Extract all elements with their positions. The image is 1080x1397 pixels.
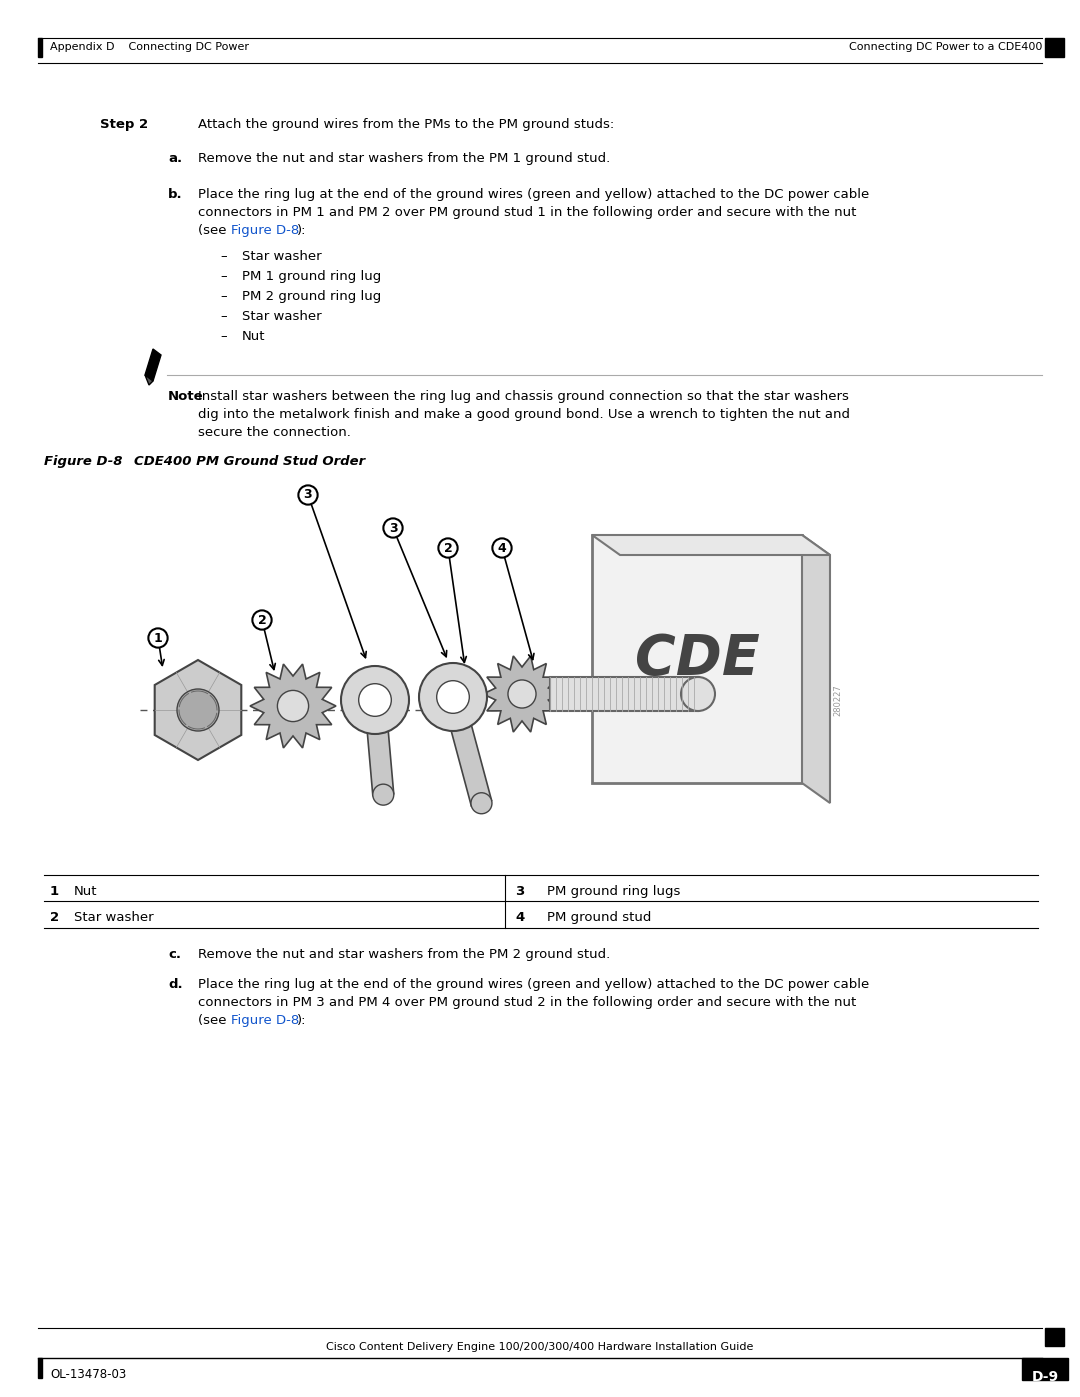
Polygon shape <box>592 535 831 555</box>
Circle shape <box>419 664 487 731</box>
Text: dig into the metalwork finish and make a good ground bond. Use a wrench to tight: dig into the metalwork finish and make a… <box>198 408 850 420</box>
Text: Star washer: Star washer <box>75 911 153 923</box>
Text: 4: 4 <box>515 911 524 923</box>
Text: d.: d. <box>168 978 183 990</box>
Text: 2: 2 <box>444 542 453 555</box>
Text: –: – <box>220 310 227 323</box>
Circle shape <box>341 666 409 733</box>
Text: Place the ring lug at the end of the ground wires (green and yellow) attached to: Place the ring lug at the end of the gro… <box>198 978 869 990</box>
Text: 3: 3 <box>389 521 397 535</box>
Text: D-9: D-9 <box>1031 1370 1058 1384</box>
Text: Cisco Content Delivery Engine 100/200/300/400 Hardware Installation Guide: Cisco Content Delivery Engine 100/200/30… <box>326 1343 754 1352</box>
Text: (see: (see <box>198 224 231 237</box>
Text: –: – <box>220 270 227 284</box>
Text: Install star washers between the ring lug and chassis ground connection so that : Install star washers between the ring lu… <box>198 390 849 402</box>
Text: 2: 2 <box>258 613 267 626</box>
Bar <box>550 678 698 711</box>
Text: 3: 3 <box>515 886 524 898</box>
Text: PM 2 ground ring lug: PM 2 ground ring lug <box>242 291 381 303</box>
Text: Figure D-8: Figure D-8 <box>231 1014 299 1027</box>
Text: PM 1 ground ring lug: PM 1 ground ring lug <box>242 270 381 284</box>
Circle shape <box>508 680 536 708</box>
Polygon shape <box>483 657 561 732</box>
Text: 4: 4 <box>498 542 507 555</box>
Text: connectors in PM 3 and PM 4 over PM ground stud 2 in the following order and sec: connectors in PM 3 and PM 4 over PM grou… <box>198 996 856 1009</box>
Text: Connecting DC Power to a CDE400: Connecting DC Power to a CDE400 <box>849 42 1042 52</box>
Text: Figure D-8: Figure D-8 <box>231 224 299 237</box>
Text: c.: c. <box>168 949 181 961</box>
Text: b.: b. <box>168 189 183 201</box>
Text: ):: ): <box>297 1014 307 1027</box>
Text: connectors in PM 1 and PM 2 over PM ground stud 1 in the following order and sec: connectors in PM 1 and PM 2 over PM grou… <box>198 205 856 219</box>
Text: CDE: CDE <box>635 631 759 686</box>
Circle shape <box>177 689 219 731</box>
Circle shape <box>359 683 391 717</box>
Text: Place the ring lug at the end of the ground wires (green and yellow) attached to: Place the ring lug at the end of the gro… <box>198 189 869 201</box>
Text: 1: 1 <box>50 886 59 898</box>
Text: Appendix D    Connecting DC Power: Appendix D Connecting DC Power <box>50 42 249 52</box>
Text: PM ground ring lugs: PM ground ring lugs <box>546 886 680 898</box>
Circle shape <box>681 678 715 711</box>
Polygon shape <box>249 664 336 747</box>
Text: ):: ): <box>297 224 307 237</box>
Polygon shape <box>802 535 831 803</box>
Text: Star washer: Star washer <box>242 250 322 263</box>
Text: Step 2: Step 2 <box>100 117 148 131</box>
Text: Nut: Nut <box>75 886 97 898</box>
Text: OL-13478-03: OL-13478-03 <box>50 1368 126 1382</box>
Text: (see: (see <box>198 1014 231 1027</box>
Text: Attach the ground wires from the PMs to the PM ground studs:: Attach the ground wires from the PMs to … <box>198 117 615 131</box>
Polygon shape <box>154 659 241 760</box>
Text: 3: 3 <box>303 489 312 502</box>
Circle shape <box>373 784 394 805</box>
Text: Figure D-8: Figure D-8 <box>44 455 122 468</box>
Bar <box>38 1358 42 1377</box>
Text: –: – <box>220 291 227 303</box>
Bar <box>38 38 42 57</box>
Text: CDE400 PM Ground Stud Order: CDE400 PM Ground Stud Order <box>134 455 365 468</box>
Circle shape <box>471 792 492 813</box>
Text: 280227: 280227 <box>834 685 842 715</box>
Polygon shape <box>145 349 161 381</box>
Text: –: – <box>220 250 227 263</box>
Text: Remove the nut and star washers from the PM 1 ground stud.: Remove the nut and star washers from the… <box>198 152 610 165</box>
Circle shape <box>436 680 470 714</box>
Text: 1: 1 <box>153 631 162 644</box>
Text: Note: Note <box>168 390 204 402</box>
Text: Remove the nut and star washers from the PM 2 ground stud.: Remove the nut and star washers from the… <box>198 949 610 961</box>
Bar <box>592 535 802 782</box>
Polygon shape <box>443 694 491 806</box>
Bar <box>1022 1358 1068 1380</box>
Text: Nut: Nut <box>242 330 266 344</box>
Polygon shape <box>365 698 394 795</box>
Text: 2: 2 <box>50 911 59 923</box>
Circle shape <box>278 690 309 722</box>
Polygon shape <box>145 374 153 386</box>
Text: PM ground stud: PM ground stud <box>546 911 651 923</box>
Bar <box>1045 1329 1064 1345</box>
Bar <box>1045 38 1064 57</box>
Text: –: – <box>220 330 227 344</box>
Text: a.: a. <box>168 152 183 165</box>
Text: Star washer: Star washer <box>242 310 322 323</box>
Text: secure the connection.: secure the connection. <box>198 426 351 439</box>
